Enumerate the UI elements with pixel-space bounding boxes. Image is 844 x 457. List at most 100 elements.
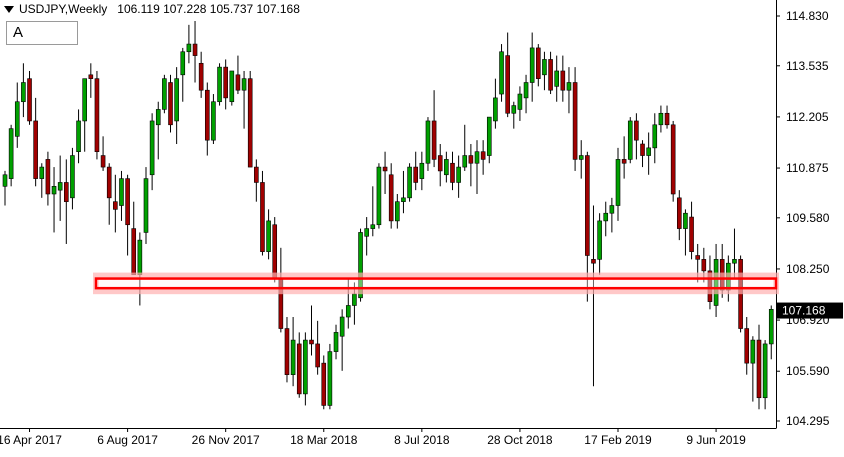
candle-body [180,51,186,76]
candle-body [21,82,26,103]
candle-body [468,155,474,164]
candle-body [744,328,750,364]
candle-body [125,178,130,226]
candle-body [529,47,535,83]
candle-body [309,339,314,345]
time-tick-label: 17 Feb 2019 [584,433,652,447]
candle-body [229,70,235,103]
candle-body [382,166,388,172]
time-tick-label: 8 Jul 2018 [394,433,450,447]
support-zone-rectangle [94,277,778,290]
candle-body [689,216,694,252]
candle-body [566,82,572,91]
candle-body [646,147,651,156]
candle-body [51,186,57,195]
candle-body [480,151,486,160]
candle-body [137,239,143,276]
candle-body [168,82,173,126]
candle-body [572,82,578,160]
candle-body [560,70,566,91]
candle-body [658,112,664,126]
price-tick-label: 108.250 [786,262,830,276]
candle-body [621,159,627,164]
current-price-tag [777,302,843,319]
candle-body [327,351,333,406]
symbol-label: USDJPY,Weekly [19,2,108,16]
candle-body [762,343,768,399]
candle-body [370,224,376,229]
candle-body [223,66,228,99]
price-tick-label: 109.580 [786,211,830,225]
candle-body [186,43,192,53]
time-tick-label: 28 Oct 2018 [487,433,553,447]
candle-body [591,259,596,264]
candle-body [241,78,247,91]
candle-body [523,82,529,99]
candle-body [713,259,719,306]
object-label-button[interactable]: A [6,21,78,45]
candle-body [664,112,670,126]
candle-body [407,166,412,199]
candle-body [113,201,118,210]
candle-body [2,174,8,187]
time-tick-label: 26 Nov 2017 [192,433,260,447]
candle-body [756,339,762,399]
candle-body [321,362,327,406]
candle-body [695,255,700,260]
candle-body [192,43,198,56]
candle-body [100,155,106,168]
candle-body [499,51,504,95]
current-price-label: 107.168 [782,304,826,318]
candle-body [450,162,455,183]
candle-body [235,74,241,91]
candle-body [339,316,345,337]
candle-body [358,232,363,299]
candle-body [444,159,449,176]
candle-body [548,59,553,91]
price-tick-label: 112.205 [786,110,829,124]
candle-body [57,182,63,191]
candle-body [683,212,688,229]
candle-body [474,151,480,164]
candle-body [707,270,713,302]
candle-body [211,101,216,141]
time-tick-label: 18 Mar 2018 [290,433,358,447]
time-tick-label: 9 Jun 2019 [686,433,746,447]
candle-body [217,66,222,103]
candle-body [425,120,431,164]
candle-body [303,339,308,395]
candle-body [88,74,94,79]
candle-body [131,228,137,276]
candle-body [640,143,645,156]
candle-body [511,105,517,114]
candle-body [768,309,774,345]
candle-body [106,166,112,199]
candle-body [505,55,510,114]
price-tick-label: 104.295 [786,414,830,428]
candle-body [413,166,419,183]
candle-body [456,166,461,183]
candle-body [8,128,14,179]
candle-body [364,228,369,237]
candle-body [376,166,382,226]
candle-body [609,205,615,214]
candle-body [750,339,756,364]
dropdown-triangle-icon[interactable] [4,6,14,14]
candle-body [333,332,339,352]
candle-body [64,182,69,202]
candle-body [388,174,394,222]
candle-body [627,120,633,160]
candle-body [542,59,547,76]
candle-body [676,197,682,229]
candle-body [486,116,492,156]
candle-body [578,155,584,160]
candle-body [701,259,707,272]
price-tick-label: 110.875 [786,161,829,175]
candle-body [33,120,38,179]
candle-body [462,155,468,168]
candle-body [554,70,560,87]
candle-body [82,78,87,122]
candle-body [284,328,290,375]
